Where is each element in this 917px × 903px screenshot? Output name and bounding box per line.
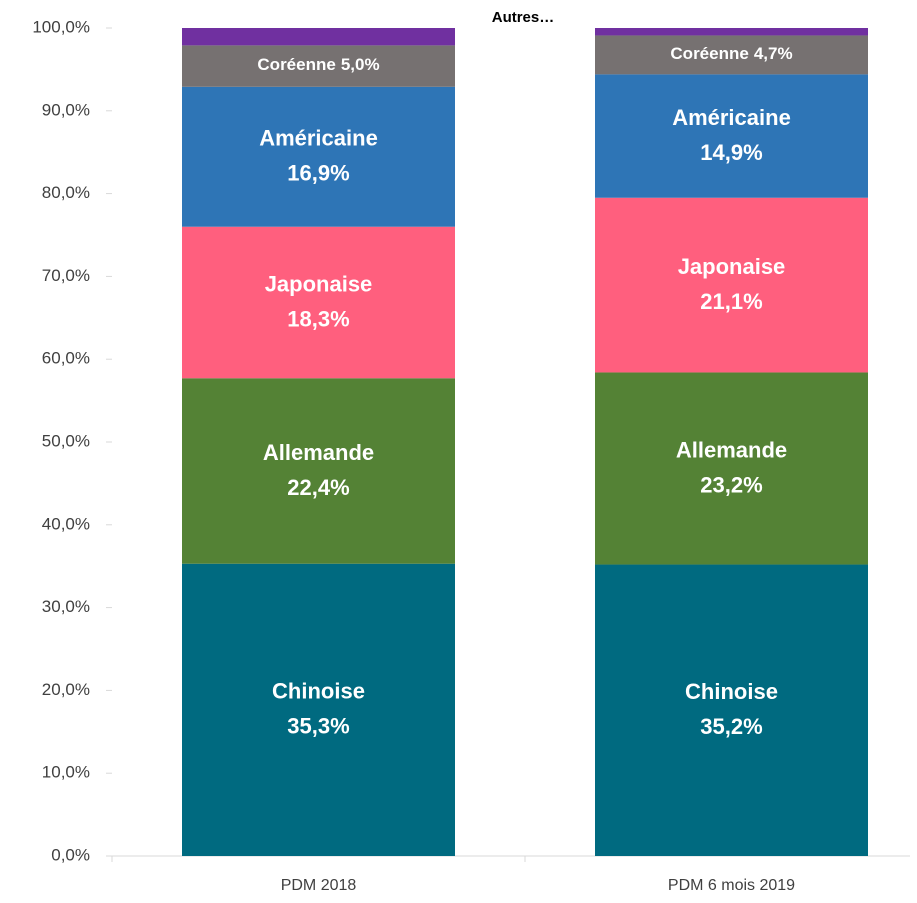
- x-tick-label: PDM 6 mois 2019: [668, 877, 795, 894]
- data-label: Coréenne 4,7%: [670, 44, 792, 63]
- data-label-name: Américaine: [259, 126, 378, 151]
- bar-segment: [182, 226, 455, 379]
- y-tick-label: 80,0%: [42, 183, 90, 202]
- data-label: Coréenne 5,0%: [257, 56, 379, 75]
- bar-segment: [182, 563, 455, 856]
- data-label-name: Coréenne: [257, 56, 335, 75]
- data-label-value: 18,3%: [287, 306, 349, 331]
- data-label-value: 5,0%: [341, 56, 380, 75]
- data-label-value: 22,4%: [287, 475, 349, 500]
- bar-segment: [595, 372, 868, 565]
- bar-segment: [595, 28, 868, 36]
- x-tick-label: PDM 2018: [281, 877, 357, 894]
- data-label-value: 4,7%: [754, 44, 793, 63]
- bar-segment: [595, 564, 868, 856]
- bar-segment: [182, 378, 455, 564]
- y-tick-label: 40,0%: [42, 514, 90, 533]
- data-label-value: 23,2%: [700, 472, 762, 497]
- data-label-value: 35,3%: [287, 714, 349, 739]
- data-label-name: Américaine: [672, 105, 791, 130]
- y-tick-label: 70,0%: [42, 266, 90, 285]
- y-tick-label: 10,0%: [42, 763, 90, 782]
- data-label-name: Allemande: [676, 437, 787, 462]
- bar-segment: [595, 35, 868, 75]
- y-tick-label: 30,0%: [42, 597, 90, 616]
- y-tick-label: 0,0%: [51, 845, 90, 864]
- y-tick-label: 100,0%: [32, 17, 90, 36]
- data-label-name: Japonaise: [678, 254, 786, 279]
- data-label-name: Japonaise: [265, 271, 373, 296]
- y-tick-label: 20,0%: [42, 680, 90, 699]
- data-label-value: 14,9%: [700, 140, 762, 165]
- autres-label: Autres…: [492, 9, 555, 26]
- data-label-value: 16,9%: [287, 161, 349, 186]
- bar-segment: [182, 86, 455, 227]
- data-label-name: Chinoise: [685, 679, 778, 704]
- bar-segment: [182, 45, 455, 87]
- data-label-value: 21,1%: [700, 289, 762, 314]
- y-tick-label: 50,0%: [42, 431, 90, 450]
- data-label-name: Chinoise: [272, 679, 365, 704]
- y-tick-label: 60,0%: [42, 349, 90, 368]
- bar-segment: [595, 74, 868, 198]
- data-label-value: 35,2%: [700, 714, 762, 739]
- y-tick-label: 90,0%: [42, 100, 90, 119]
- bar-segment: [182, 28, 455, 46]
- data-label-name: Coréenne: [670, 44, 748, 63]
- bar-segment: [595, 197, 868, 373]
- data-label-name: Allemande: [263, 440, 374, 465]
